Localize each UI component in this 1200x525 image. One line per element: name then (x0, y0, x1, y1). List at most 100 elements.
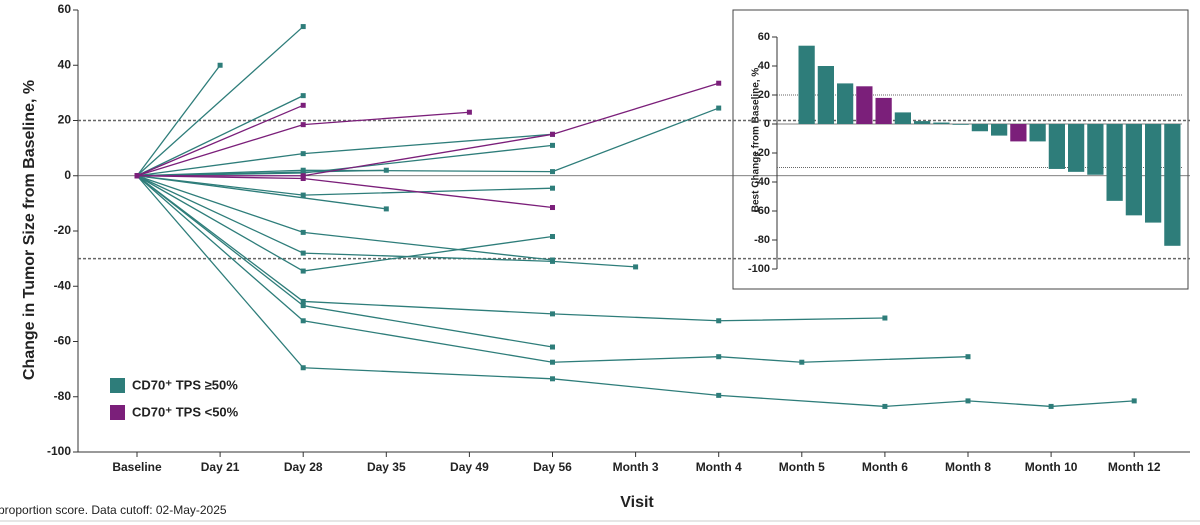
bar (1087, 124, 1104, 175)
bar (1068, 124, 1085, 172)
data-point (300, 303, 306, 309)
data-point (300, 229, 306, 235)
y-tick-label: 20 (58, 113, 72, 127)
data-point (1048, 403, 1054, 409)
data-point (300, 365, 306, 371)
data-point (466, 109, 472, 115)
bar (798, 45, 815, 125)
series-line (136, 26, 304, 177)
y-tick-label: -100 (47, 444, 71, 458)
y-tick-label: -20 (754, 147, 770, 159)
data-point (300, 173, 306, 179)
series-line (136, 175, 553, 196)
x-tick-label: Month 10 (1025, 460, 1078, 474)
bar (875, 97, 892, 124)
x-tick-label: Month 6 (862, 460, 908, 474)
data-point (300, 298, 306, 304)
x-tick-label: Day 28 (284, 460, 323, 474)
inset-y-title: Best Change from Baseline, % (751, 68, 762, 213)
data-point (300, 24, 306, 30)
data-point (716, 80, 722, 86)
data-point (300, 122, 306, 128)
data-point (550, 142, 555, 148)
legend-swatch (110, 405, 125, 420)
bar (1164, 124, 1181, 246)
bar (837, 83, 854, 124)
data-point (550, 258, 555, 264)
x-tick-label: Day 21 (201, 460, 240, 474)
data-point (300, 318, 306, 324)
data-point (300, 250, 306, 256)
data-point (1131, 398, 1137, 404)
data-point (882, 315, 888, 321)
data-point (716, 354, 722, 360)
data-point (300, 268, 306, 274)
x-tick-label: Day 56 (533, 460, 572, 474)
data-point (550, 169, 555, 175)
data-point (550, 234, 555, 240)
data-point (550, 376, 555, 382)
y-tick-label: -20 (54, 223, 72, 237)
y-tick-label: 40 (58, 57, 72, 71)
data-point (716, 392, 722, 398)
series-line (136, 175, 636, 268)
data-point (134, 173, 140, 179)
x-tick-label: Month 12 (1108, 460, 1161, 474)
y-tick-label: 60 (58, 2, 72, 16)
bar (1145, 124, 1162, 223)
data-point (716, 105, 722, 111)
bar (1029, 124, 1046, 142)
y-tick-label: -40 (54, 278, 72, 292)
legend-swatch (110, 378, 125, 393)
x-axis-title: Visit (620, 494, 654, 511)
data-point (300, 93, 306, 99)
bar (991, 124, 1008, 136)
data-point (550, 311, 555, 317)
y-tick-label: -40 (754, 176, 770, 188)
bar (856, 86, 873, 124)
y-tick-label: 40 (758, 60, 770, 72)
x-tick-label: Day 35 (367, 460, 406, 474)
bar (933, 122, 950, 124)
data-point (383, 167, 389, 173)
data-point (550, 185, 555, 191)
series-line (136, 169, 387, 177)
y-tick-label: -80 (54, 389, 72, 403)
y-tick-label: 20 (758, 89, 770, 101)
bar (952, 124, 969, 125)
series-line (136, 133, 553, 177)
x-tick-label: Month 8 (945, 460, 991, 474)
y-tick-label: -60 (754, 205, 770, 217)
data-point (550, 131, 555, 137)
series-line (136, 64, 221, 177)
bar (1106, 124, 1123, 201)
series-line (136, 175, 1135, 408)
data-point (716, 318, 722, 324)
footnote: proportion score. Data cutoff: 02-May-20… (0, 503, 227, 517)
data-point (300, 167, 306, 173)
series-line (136, 95, 304, 177)
data-point (300, 151, 306, 157)
data-point (550, 205, 555, 211)
y-tick-label: 60 (758, 31, 770, 43)
bar (971, 124, 988, 132)
data-point (300, 102, 306, 108)
data-point (300, 192, 306, 198)
y-tick-label: -100 (748, 263, 770, 275)
x-tick-label: Month 4 (696, 460, 742, 474)
legend-label: CD70⁺ TPS ≥50% (132, 377, 238, 392)
bar (914, 121, 931, 124)
data-point (300, 170, 306, 176)
bar (1048, 124, 1065, 169)
data-point (882, 403, 888, 409)
y-tick-label: 0 (64, 168, 71, 182)
series-line (137, 82, 719, 177)
bar (1125, 124, 1142, 216)
data-point (965, 354, 971, 360)
data-point (799, 359, 805, 365)
series-line (136, 107, 719, 177)
series-line (136, 175, 969, 363)
data-point (633, 264, 639, 270)
y-tick-label: -80 (754, 234, 770, 246)
